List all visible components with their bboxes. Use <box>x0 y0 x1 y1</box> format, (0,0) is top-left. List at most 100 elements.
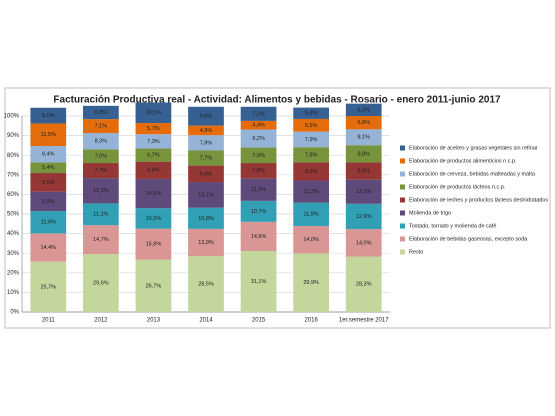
bar-segment <box>240 106 277 121</box>
value-label: 4,9% <box>200 128 213 134</box>
legend-swatch <box>400 184 405 190</box>
bar-segment <box>240 251 277 312</box>
value-label: 9,6% <box>200 114 213 120</box>
value-label: 14,7% <box>93 237 109 243</box>
bar-segment <box>188 135 224 151</box>
value-label: 7,8% <box>252 168 265 174</box>
value-label: 31,1% <box>251 279 267 285</box>
value-label: 11,9% <box>304 212 319 218</box>
bar-segment <box>188 207 224 229</box>
value-label: 6,8% <box>95 110 108 116</box>
bar-segment <box>30 162 67 174</box>
bar-segment <box>30 145 67 163</box>
value-label: 10,7% <box>251 209 267 215</box>
value-label: 11,1% <box>93 212 108 218</box>
x-tick-label: 2015 <box>252 318 266 324</box>
y-tick-label: 10% <box>7 290 20 296</box>
bar-segment <box>293 202 330 226</box>
bar-segment <box>30 233 67 262</box>
bar-segment <box>135 148 172 162</box>
bar-segment <box>293 225 330 254</box>
x-tick-label: 1er.semestre 2017 <box>339 318 389 324</box>
value-label: 9,9% <box>42 199 55 205</box>
bar-segment <box>293 253 330 312</box>
x-tick-label: 2016 <box>304 318 318 324</box>
bar-segment <box>82 203 119 226</box>
bar-segment <box>188 256 224 312</box>
value-label: 6,5% <box>305 123 318 129</box>
value-label: 7,1% <box>95 124 108 130</box>
value-label: 4,4% <box>252 123 265 129</box>
legend-label: Elaboración de aceites y grasas vegetale… <box>409 145 538 151</box>
value-label: 7,8% <box>200 140 213 146</box>
value-label: 9,2% <box>252 136 265 142</box>
bar-segment <box>135 102 172 124</box>
value-label: 7,7% <box>95 168 108 174</box>
legend-label: Elaboración de productos lácteos n.c.p. <box>409 184 506 190</box>
bar-segment <box>82 133 119 150</box>
bar-segment <box>82 225 119 254</box>
value-label: 14,0% <box>303 237 319 243</box>
value-label: 28,5% <box>198 282 214 288</box>
value-label: 12,3% <box>356 189 372 195</box>
bar-segment <box>240 163 277 179</box>
legend-swatch <box>400 197 405 203</box>
value-label: 6,7% <box>147 153 160 159</box>
bar-segment <box>135 123 172 135</box>
legend-label: Elaboración de leches y productos lácteo… <box>409 197 548 203</box>
bar-segment <box>82 105 119 120</box>
legend-label: Molienda de trigo <box>409 210 451 216</box>
bar-segment <box>345 162 382 180</box>
bar-segment <box>345 145 382 163</box>
bar-segment <box>82 149 119 164</box>
value-label: 5,7% <box>147 126 160 132</box>
y-tick-label: 100% <box>4 114 20 120</box>
value-label: 10,5% <box>146 216 162 222</box>
bar-segment <box>293 131 330 148</box>
value-label: 15,8% <box>146 242 162 248</box>
bar-segment <box>135 161 172 179</box>
value-label: 13,9% <box>198 240 214 246</box>
legend-label: Elaboración de bebidas gaseosas, excepto… <box>409 236 528 242</box>
bar-segment <box>240 200 277 222</box>
bar-segment <box>188 228 224 257</box>
y-tick-label: 60% <box>7 192 20 198</box>
value-label: 12,9% <box>93 188 109 194</box>
bar-segment <box>188 165 224 183</box>
value-label: 7,3% <box>147 139 160 145</box>
value-label: 14,9% <box>146 191 162 197</box>
bar-segment <box>293 147 330 163</box>
bar-segment <box>135 228 172 260</box>
value-label: 8,0% <box>42 113 55 119</box>
y-tick-label: 30% <box>7 251 20 257</box>
bar-segment <box>188 150 224 166</box>
bar-segment <box>293 107 330 119</box>
y-tick-label: 80% <box>7 153 20 159</box>
bar-segment <box>82 119 119 134</box>
value-label: 12,9% <box>356 214 372 220</box>
bar-segment <box>293 118 330 132</box>
bar-segment <box>345 179 382 204</box>
bar-segment <box>240 147 277 164</box>
legend-label: Resto <box>409 249 423 255</box>
value-label: 9,5% <box>42 180 55 186</box>
bar-segment <box>345 256 382 312</box>
legend-swatch <box>400 236 405 242</box>
value-label: 7,0% <box>95 154 108 160</box>
x-tick-label: 2014 <box>199 318 213 324</box>
value-label: 8,8% <box>147 168 160 174</box>
x-tick-label: 2013 <box>147 318 161 324</box>
bar-segment <box>82 163 119 179</box>
bar-segment <box>135 178 172 209</box>
y-tick-label: 70% <box>7 172 20 178</box>
value-label: 29,6% <box>93 280 109 286</box>
value-label: 7,7% <box>200 155 213 161</box>
value-label: 14,4% <box>40 245 56 251</box>
y-tick-label: 90% <box>7 133 20 139</box>
legend-swatch <box>400 210 405 216</box>
value-label: 8,4% <box>42 152 55 158</box>
y-tick-label: 0% <box>10 310 19 316</box>
bar-segment <box>30 123 67 146</box>
value-label: 14,9% <box>251 234 267 240</box>
